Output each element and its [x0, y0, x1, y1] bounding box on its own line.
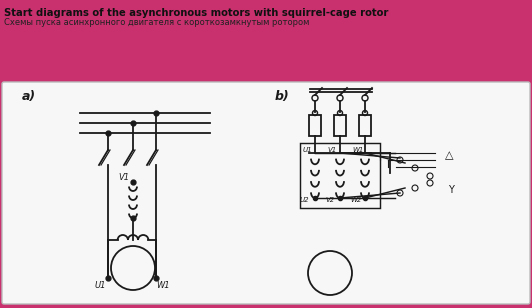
Text: W2: W2 [350, 197, 361, 203]
Text: △: △ [445, 150, 453, 160]
Bar [334, 115, 346, 136]
Text: Y: Y [448, 185, 454, 195]
Text: W1: W1 [156, 281, 170, 290]
Bar [359, 115, 371, 136]
Text: U1: U1 [94, 281, 106, 290]
Text: V2: V2 [325, 197, 334, 203]
Text: Start diagrams of the asynchronous motors with squirrel-cage rotor: Start diagrams of the asynchronous motor… [4, 8, 388, 18]
Text: U2: U2 [300, 197, 310, 203]
Text: a): a) [22, 90, 36, 103]
Text: V1: V1 [118, 173, 129, 183]
Text: U1: U1 [303, 147, 313, 153]
Text: V1: V1 [327, 147, 336, 153]
Text: Схемы пуска асинхронного двигателя с короткозамкнутым ротором: Схемы пуска асинхронного двигателя с кор… [4, 18, 310, 27]
Text: W1: W1 [352, 147, 363, 153]
Bar [309, 115, 321, 136]
FancyBboxPatch shape [2, 82, 530, 304]
Bar [300, 143, 380, 208]
Text: b): b) [275, 90, 290, 103]
